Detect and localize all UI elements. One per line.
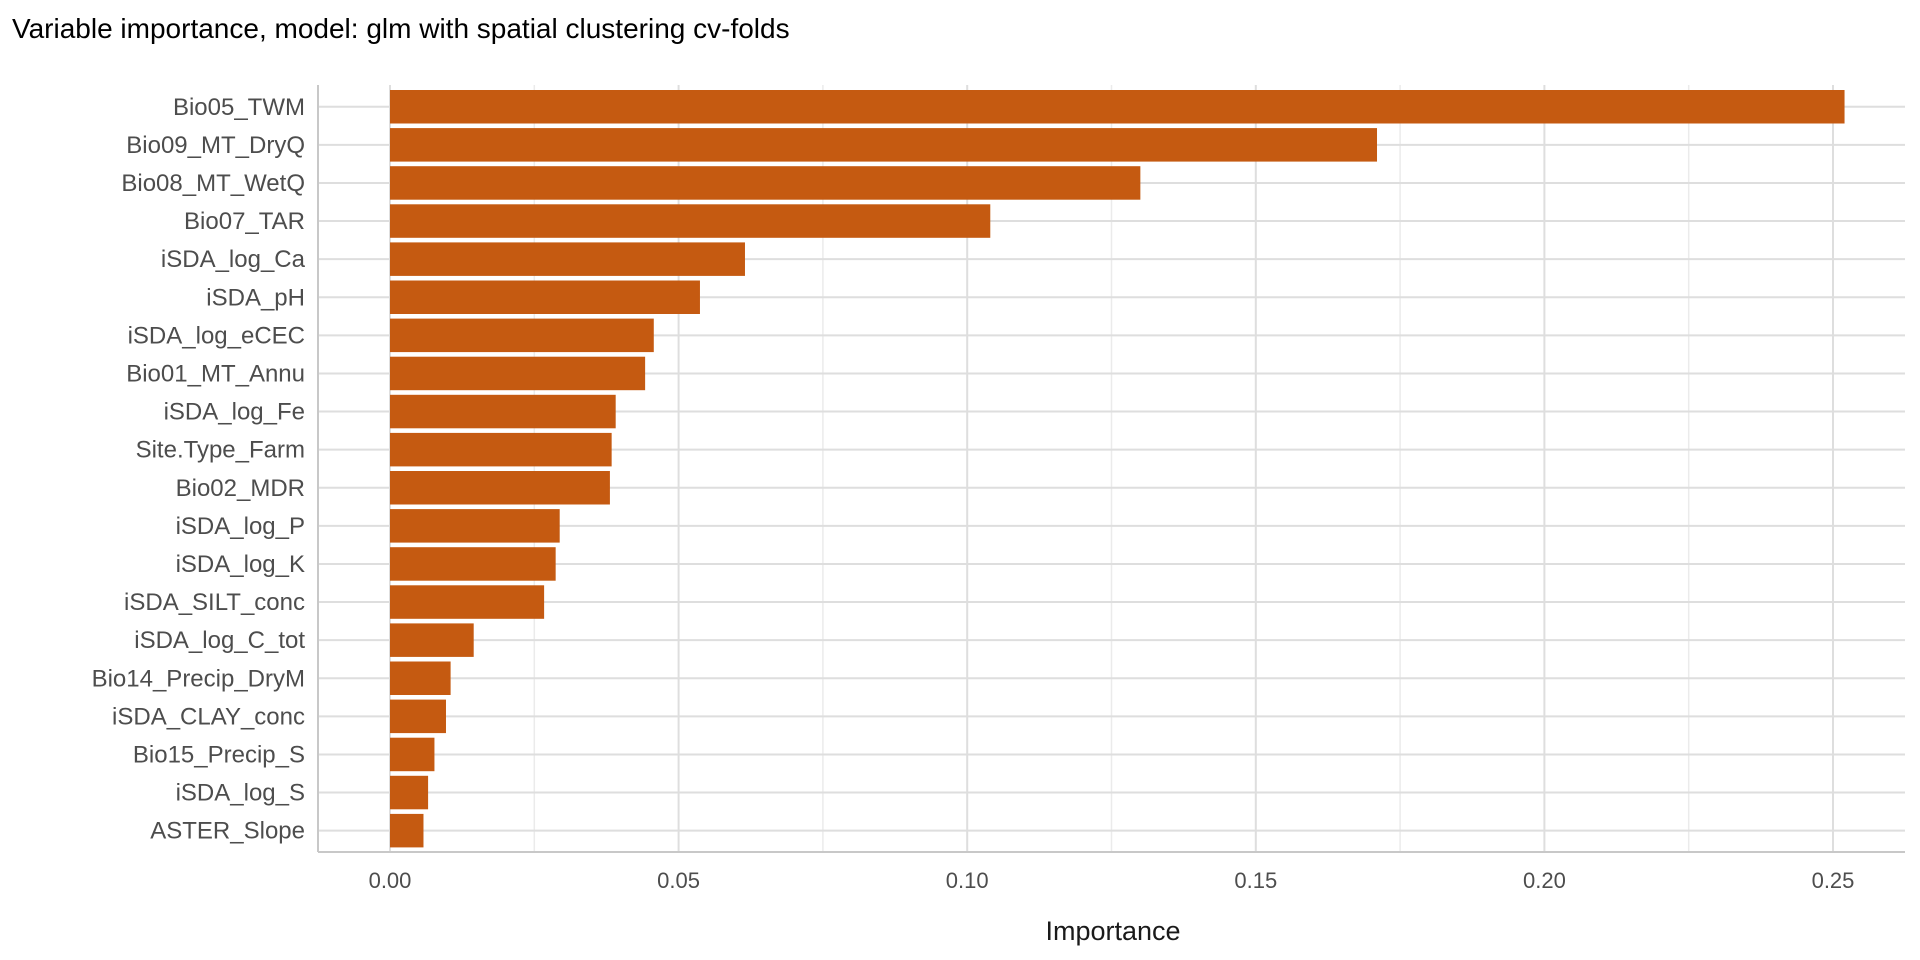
- bar-isda-log-c-tot: [390, 623, 474, 657]
- bar-isda-log-ca: [390, 242, 745, 276]
- y-tick-label: iSDA_log_S: [176, 780, 305, 807]
- x-tick-label: 0.00: [369, 868, 412, 893]
- bar-bio05-twm: [390, 90, 1845, 124]
- grid-layer: [318, 85, 1905, 852]
- y-tick-labels: Bio05_TWM Bio09_MT_DryQ Bio08_MT_WetQ Bio07…: [92, 94, 306, 845]
- x-axis-label: Importance: [1045, 916, 1180, 946]
- bar-isda-clay-conc: [390, 699, 446, 734]
- y-tick-label: iSDA_log_Fe: [164, 399, 305, 426]
- y-tick-label: ASTER_Slope: [150, 818, 305, 845]
- x-tick-label: 0.20: [1523, 868, 1566, 893]
- bar-isda-ph: [390, 280, 700, 314]
- x-tick-label: 0.15: [1234, 868, 1277, 893]
- y-tick-label: iSDA_CLAY_conc: [112, 703, 305, 730]
- y-tick-label: Bio08_MT_WetQ: [121, 170, 305, 197]
- axis-layer: [317, 85, 1905, 853]
- y-tick-label: Bio05_TWM: [173, 94, 305, 121]
- bar-bio07-tar: [390, 204, 991, 238]
- y-tick-label: Bio14_Precip_DryM: [92, 665, 305, 692]
- y-tick-label: Bio01_MT_Annu: [126, 360, 305, 387]
- bar-isda-log-ecec: [390, 318, 654, 353]
- y-tick-label: iSDA_log_Ca: [161, 246, 306, 273]
- bar-isda-log-fe: [390, 394, 616, 429]
- y-tick-label: Bio09_MT_DryQ: [126, 132, 305, 159]
- bar-isda-silt-conc: [390, 585, 545, 619]
- y-tick-label: Bio02_MDR: [176, 475, 305, 502]
- bar-isda-log-k: [390, 547, 556, 581]
- y-tick-label: Bio07_TAR: [184, 208, 305, 235]
- bar-bio01-mt-annu: [390, 356, 646, 391]
- bar-aster-slope: [390, 813, 424, 848]
- y-tick-label: Site.Type_Farm: [136, 437, 305, 464]
- bar-bio15-precip-s: [390, 737, 435, 772]
- bar-bio14-precip-drym: [390, 661, 451, 695]
- y-tick-label: iSDA_log_eCEC: [128, 322, 305, 349]
- bar-bio02-mdr: [390, 471, 610, 505]
- bar-site-type-farm: [390, 432, 612, 467]
- y-tick-label: iSDA_pH: [206, 284, 305, 311]
- bar-bio08-mt-wetq: [390, 166, 1141, 200]
- y-tick-label: iSDA_log_K: [176, 551, 305, 578]
- x-tick-label: 0.25: [1812, 868, 1855, 893]
- y-tick-label: iSDA_SILT_conc: [124, 589, 305, 616]
- x-tick-labels: 0.00 0.05 0.10 0.15 0.20 0.25: [369, 868, 1855, 893]
- y-tick-label: iSDA_log_C_tot: [134, 627, 305, 654]
- y-tick-label: iSDA_log_P: [176, 513, 305, 540]
- bar-layer: [390, 90, 1845, 848]
- bar-bio09-mt-dryq: [390, 128, 1378, 162]
- x-tick-label: 0.10: [946, 868, 989, 893]
- chart-title: Variable importance, model: glm with spa…: [12, 13, 790, 44]
- x-tick-label: 0.05: [657, 868, 700, 893]
- y-tick-label: Bio15_Precip_S: [133, 741, 305, 768]
- bar-isda-log-s: [390, 775, 429, 810]
- bar-isda-log-p: [390, 509, 560, 543]
